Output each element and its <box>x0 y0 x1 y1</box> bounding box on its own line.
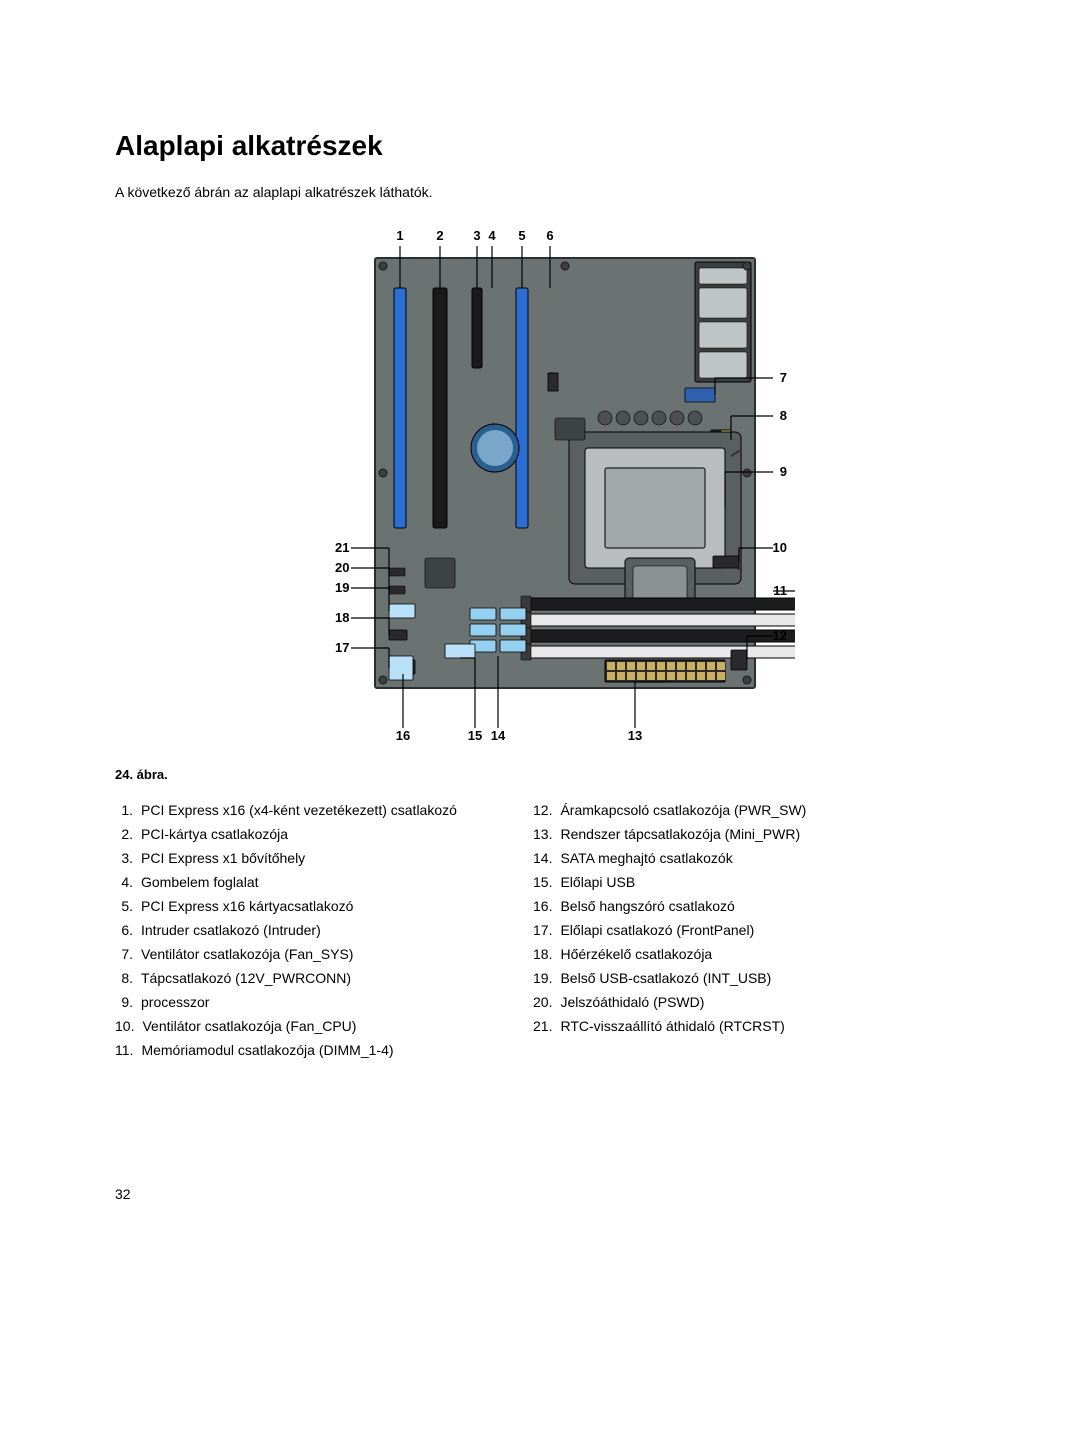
svg-text:8: 8 <box>780 408 787 423</box>
legend-item-number: 15. <box>533 874 560 890</box>
legend-item-number: 3. <box>115 850 141 866</box>
svg-text:18: 18 <box>335 610 349 625</box>
legend-item-number: 2. <box>115 826 141 842</box>
legend-item-number: 12. <box>533 802 560 818</box>
motherboard-figure: 123456789101112212019181716151413 <box>115 228 965 753</box>
svg-text:15: 15 <box>468 728 482 743</box>
legend-item-text: Rendszer tápcsatlakozója (Mini_PWR) <box>560 826 800 842</box>
legend-item-number: 8. <box>115 970 141 986</box>
legend-item: 9.processzor <box>115 994 515 1010</box>
svg-text:1: 1 <box>396 228 403 243</box>
svg-text:20: 20 <box>335 560 349 575</box>
legend-item: 18.Hőérzékelő csatlakozója <box>533 946 933 962</box>
legend-item-text: Intruder csatlakozó (Intruder) <box>141 922 321 938</box>
legend-item-number: 18. <box>533 946 560 962</box>
legend-item-number: 16. <box>533 898 560 914</box>
legend-item-number: 7. <box>115 946 141 962</box>
legend-item: 5.PCI Express x16 kártyacsatlakozó <box>115 898 515 914</box>
legend-item: 4.Gombelem foglalat <box>115 874 515 890</box>
legend-item: 3.PCI Express x1 bővítőhely <box>115 850 515 866</box>
legend-item-number: 20. <box>533 994 560 1010</box>
svg-text:2: 2 <box>436 228 443 243</box>
legend-item-number: 9. <box>115 994 141 1010</box>
legend-item-text: Belső hangszóró csatlakozó <box>560 898 734 914</box>
page-title: Alaplapi alkatrészek <box>115 130 965 162</box>
legend-item: 15.Előlapi USB <box>533 874 933 890</box>
legend-item-text: Ventilátor csatlakozója (Fan_SYS) <box>141 946 353 962</box>
legend-item-text: Jelszóáthidaló (PSWD) <box>560 994 704 1010</box>
svg-text:12: 12 <box>773 628 787 643</box>
legend-item: 13.Rendszer tápcsatlakozója (Mini_PWR) <box>533 826 933 842</box>
legend-item: 19.Belső USB-csatlakozó (INT_USB) <box>533 970 933 986</box>
legend-item-text: Áramkapcsoló csatlakozója (PWR_SW) <box>560 802 806 818</box>
legend-item: 8.Tápcsatlakozó (12V_PWRCONN) <box>115 970 515 986</box>
legend-item: 10.Ventilátor csatlakozója (Fan_CPU) <box>115 1018 515 1034</box>
legend-item-text: Memóriamodul csatlakozója (DIMM_1-4) <box>141 1042 393 1058</box>
svg-text:10: 10 <box>773 540 787 555</box>
legend-item: 1.PCI Express x16 (x4-ként vezetékezett)… <box>115 802 515 818</box>
svg-text:6: 6 <box>546 228 553 243</box>
legend-item-number: 6. <box>115 922 141 938</box>
svg-text:3: 3 <box>473 228 480 243</box>
svg-text:19: 19 <box>335 580 349 595</box>
legend-item-text: Tápcsatlakozó (12V_PWRCONN) <box>141 970 351 986</box>
legend-item-text: SATA meghajtó csatlakozók <box>560 850 732 866</box>
legend-item-number: 1. <box>115 802 141 818</box>
legend-item-number: 14. <box>533 850 560 866</box>
legend-item-text: PCI Express x16 kártyacsatlakozó <box>141 898 353 914</box>
legend-item-text: Előlapi USB <box>560 874 635 890</box>
svg-text:14: 14 <box>491 728 506 743</box>
legend-item-number: 21. <box>533 1018 560 1034</box>
legend-item-number: 11. <box>115 1042 141 1058</box>
legend-item-number: 17. <box>533 922 560 938</box>
legend-item: 11.Memóriamodul csatlakozója (DIMM_1-4) <box>115 1042 515 1058</box>
svg-text:13: 13 <box>628 728 642 743</box>
svg-text:7: 7 <box>780 370 787 385</box>
legend-item-text: PCI-kártya csatlakozója <box>141 826 288 842</box>
legend-lists: 1.PCI Express x16 (x4-ként vezetékezett)… <box>115 802 965 1066</box>
legend-item: 6.Intruder csatlakozó (Intruder) <box>115 922 515 938</box>
figure-caption: 24. ábra. <box>115 767 965 782</box>
legend-left: 1.PCI Express x16 (x4-ként vezetékezett)… <box>115 802 515 1066</box>
legend-item-text: processzor <box>141 994 209 1010</box>
page-number: 32 <box>115 1186 131 1202</box>
svg-text:9: 9 <box>780 464 787 479</box>
legend-item-text: Előlapi csatlakozó (FrontPanel) <box>560 922 754 938</box>
svg-text:21: 21 <box>335 540 349 555</box>
legend-item-text: Gombelem foglalat <box>141 874 259 890</box>
legend-item-number: 19. <box>533 970 560 986</box>
legend-item-text: PCI Express x16 (x4-ként vezetékezett) c… <box>141 802 457 818</box>
legend-item-number: 5. <box>115 898 141 914</box>
svg-text:17: 17 <box>335 640 349 655</box>
svg-text:4: 4 <box>488 228 496 243</box>
legend-item: 7.Ventilátor csatlakozója (Fan_SYS) <box>115 946 515 962</box>
legend-item-text: RTC-visszaállító áthidaló (RTCRST) <box>560 1018 784 1034</box>
svg-text:5: 5 <box>518 228 525 243</box>
legend-item: 21.RTC-visszaállító áthidaló (RTCRST) <box>533 1018 933 1034</box>
legend-item-number: 13. <box>533 826 560 842</box>
legend-item-number: 4. <box>115 874 141 890</box>
motherboard-diagram: 123456789101112212019181716151413 <box>285 228 795 748</box>
legend-item: 20.Jelszóáthidaló (PSWD) <box>533 994 933 1010</box>
legend-item: 16.Belső hangszóró csatlakozó <box>533 898 933 914</box>
legend-item-text: Ventilátor csatlakozója (Fan_CPU) <box>142 1018 356 1034</box>
legend-item: 2.PCI-kártya csatlakozója <box>115 826 515 842</box>
legend-item-text: Belső USB-csatlakozó (INT_USB) <box>560 970 771 986</box>
legend-item-text: PCI Express x1 bővítőhely <box>141 850 305 866</box>
intro-text: A következő ábrán az alaplapi alkatrésze… <box>115 184 965 200</box>
legend-item: 17.Előlapi csatlakozó (FrontPanel) <box>533 922 933 938</box>
legend-item: 14.SATA meghajtó csatlakozók <box>533 850 933 866</box>
legend-right: 12.Áramkapcsoló csatlakozója (PWR_SW)13.… <box>533 802 933 1066</box>
legend-item-number: 10. <box>115 1018 142 1034</box>
legend-item-text: Hőérzékelő csatlakozója <box>560 946 712 962</box>
svg-text:16: 16 <box>396 728 410 743</box>
legend-item: 12.Áramkapcsoló csatlakozója (PWR_SW) <box>533 802 933 818</box>
svg-text:11: 11 <box>773 583 787 598</box>
